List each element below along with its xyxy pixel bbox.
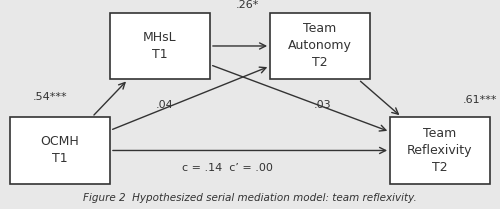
Text: MHsL
T1: MHsL T1 [143,31,177,61]
Text: Figure 2  Hypothesized serial mediation model: team reflexivity.: Figure 2 Hypothesized serial mediation m… [83,193,417,203]
Text: .54***: .54*** [33,92,68,102]
FancyBboxPatch shape [110,13,210,79]
Text: Team
Autonomy
T2: Team Autonomy T2 [288,23,352,69]
Text: .61***: .61*** [462,95,497,105]
Text: .26*: .26* [236,0,259,10]
Text: .04: .04 [156,99,174,110]
FancyBboxPatch shape [390,117,490,184]
Text: OCMH
T1: OCMH T1 [40,135,80,166]
Text: Team
Reflexivity
T2: Team Reflexivity T2 [407,127,473,174]
FancyBboxPatch shape [10,117,110,184]
FancyBboxPatch shape [270,13,370,79]
Text: .03: .03 [314,99,332,110]
Text: c = .14  c’ = .00: c = .14 c’ = .00 [182,163,273,173]
